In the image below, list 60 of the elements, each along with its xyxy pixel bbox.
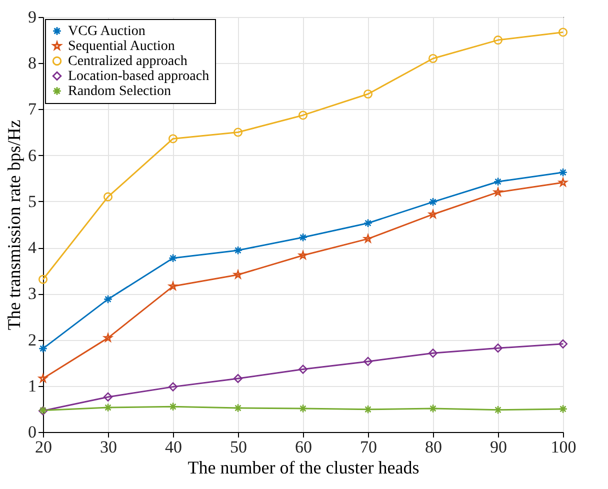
point <box>168 382 178 392</box>
legend-label: Centralized approach <box>68 54 188 69</box>
x-tick-label: 30 <box>100 438 117 456</box>
point <box>298 364 308 374</box>
point <box>298 404 308 414</box>
point <box>493 405 503 414</box>
point <box>363 356 373 366</box>
y-axis-title: The transmission rate bps/Hz <box>4 120 24 330</box>
point <box>428 404 438 414</box>
point <box>428 348 438 358</box>
x-tick-label: 80 <box>425 438 442 456</box>
y-tick-label: 1 <box>28 376 36 396</box>
y-tick-label: 5 <box>28 192 36 211</box>
point <box>363 404 373 414</box>
point <box>363 218 373 228</box>
point <box>38 274 48 284</box>
point <box>168 134 178 144</box>
x-tick-label: 40 <box>165 438 182 456</box>
y-tick-label: 0 <box>28 422 36 442</box>
point <box>233 246 243 255</box>
y-tick-label: 7 <box>28 100 37 119</box>
x-tick-label: 60 <box>295 438 312 456</box>
point <box>493 177 503 186</box>
legend-label: Random Selection <box>68 84 172 99</box>
point <box>233 374 243 384</box>
x-tick-label: 100 <box>550 438 576 456</box>
y-tick-label: 6 <box>28 146 36 165</box>
y-tick-label: 3 <box>28 284 36 304</box>
point <box>168 254 178 263</box>
point <box>558 339 568 348</box>
point <box>363 89 373 99</box>
point <box>103 294 113 304</box>
point <box>233 128 243 137</box>
x-tick-label: 50 <box>230 438 247 456</box>
point <box>558 404 568 414</box>
y-tick-label: 4 <box>28 238 37 258</box>
point <box>233 404 243 413</box>
point <box>428 54 438 64</box>
y-tick-label: 8 <box>28 54 36 73</box>
point <box>103 392 113 402</box>
point <box>298 232 308 242</box>
point <box>103 403 113 412</box>
y-tick-label: 2 <box>28 330 36 350</box>
point <box>38 344 48 354</box>
x-tick-label: 70 <box>360 438 377 456</box>
legend-label: Location-based approach <box>68 69 210 84</box>
x-axis-title: The number of the cluster heads <box>188 458 420 478</box>
x-tick-label: 90 <box>490 438 507 456</box>
point <box>493 36 503 45</box>
point <box>493 344 503 353</box>
x-tick-label: 20 <box>35 438 52 456</box>
point <box>558 168 568 177</box>
legend-label: Sequential Auction <box>68 39 175 54</box>
y-tick-label: 9 <box>28 8 36 26</box>
point <box>558 28 568 37</box>
legend-label: VCG Auction <box>68 24 146 39</box>
point <box>168 402 178 412</box>
point <box>428 197 438 206</box>
point <box>298 110 308 120</box>
point <box>103 192 113 202</box>
